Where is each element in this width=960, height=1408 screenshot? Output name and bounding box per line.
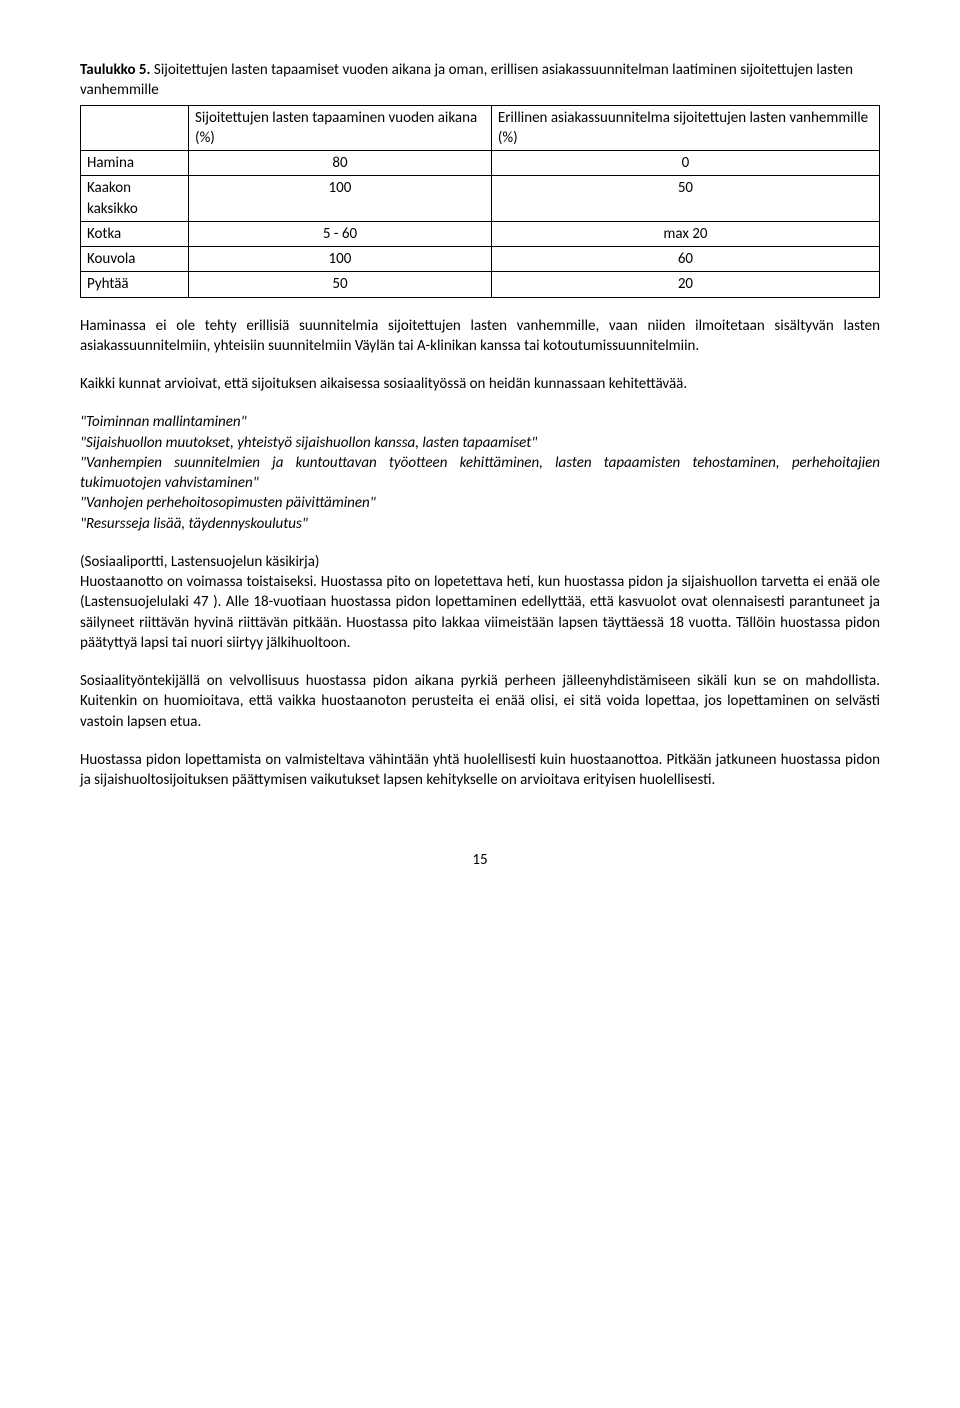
quote-1: "Toiminnan mallintaminen" xyxy=(80,413,247,431)
row-c1: 50 xyxy=(189,272,492,297)
row-c1: 100 xyxy=(189,176,492,222)
row-name: Kouvola xyxy=(81,247,189,272)
table-row: Kouvola 100 60 xyxy=(81,247,880,272)
header-col2: Erillinen asiakassuunnitelma sijoitettuj… xyxy=(491,105,879,151)
row-c1: 100 xyxy=(189,247,492,272)
paragraph-5: Huostassa pidon lopettamista on valmiste… xyxy=(80,750,880,791)
page-number: 15 xyxy=(80,850,880,870)
row-c2: max 20 xyxy=(491,221,879,246)
table-row: Kotka 5 - 60 max 20 xyxy=(81,221,880,246)
quote-2: "Sijaishuollon muutokset, yhteistyö sija… xyxy=(80,434,537,452)
row-c2: 0 xyxy=(491,151,879,176)
row-name: Hamina xyxy=(81,151,189,176)
header-empty xyxy=(81,105,189,151)
paragraph-3: (Sosiaaliportti, Lastensuojelun käsikirj… xyxy=(80,552,880,653)
table-row: Kaakon kaksikko 100 50 xyxy=(81,176,880,222)
quote-3: "Vanhempien suunnitelmien ja kuntouttava… xyxy=(80,454,880,492)
table-header-row: Sijoitettujen lasten tapaaminen vuoden a… xyxy=(81,105,880,151)
row-c1: 5 - 60 xyxy=(189,221,492,246)
table-title: Taulukko 5. Sijoitettujen lasten tapaami… xyxy=(80,60,880,101)
row-c1: 80 xyxy=(189,151,492,176)
table-row: Pyhtää 50 20 xyxy=(81,272,880,297)
row-name: Kaakon kaksikko xyxy=(81,176,189,222)
row-c2: 50 xyxy=(491,176,879,222)
row-name: Kotka xyxy=(81,221,189,246)
row-name: Pyhtää xyxy=(81,272,189,297)
title-rest: Sijoitettujen lasten tapaamiset vuoden a… xyxy=(80,61,853,99)
table-row: Hamina 80 0 xyxy=(81,151,880,176)
row-c2: 60 xyxy=(491,247,879,272)
row-c2: 20 xyxy=(491,272,879,297)
paragraph-4: Sosiaalityöntekijällä on velvollisuus hu… xyxy=(80,671,880,732)
header-col1: Sijoitettujen lasten tapaaminen vuoden a… xyxy=(189,105,492,151)
quote-5: "Resursseja lisää, täydennyskoulutus" xyxy=(80,515,308,533)
paragraph-1: Haminassa ei ole tehty erillisiä suunnit… xyxy=(80,316,880,357)
paragraph-2: Kaikki kunnat arvioivat, että sijoitukse… xyxy=(80,374,880,394)
data-table: Sijoitettujen lasten tapaaminen vuoden a… xyxy=(80,105,880,298)
quotes-block: "Toiminnan mallintaminen" "Sijaishuollon… xyxy=(80,412,880,534)
quote-4: "Vanhojen perhehoitosopimusten päivittäm… xyxy=(80,494,376,512)
title-bold: Taulukko 5. xyxy=(80,61,151,79)
